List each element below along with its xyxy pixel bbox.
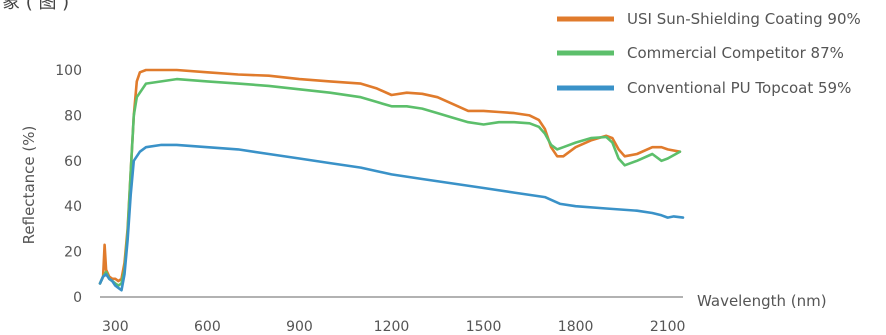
x-tick-label: 900 [286,319,313,335]
legend-label: USI Sun-Shielding Coating 90% [627,10,861,28]
x-tick-label: 1500 [466,319,502,335]
y-axis-label: Reflectance (%) [20,126,38,245]
y-tick-label: 100 [55,63,82,79]
corner-text: 象 ( 图 ) [2,0,69,13]
legend: USI Sun-Shielding Coating 90% Commercial … [557,10,861,97]
x-tick-label: 300 [102,319,129,335]
x-tick-label: 1200 [374,319,410,335]
legend-label: Commercial Competitor 87% [627,44,844,62]
y-tick-label: 0 [73,290,82,306]
x-tick-label: 1800 [558,319,594,335]
y-tick-label: 60 [64,154,82,170]
x-axis-label: Wavelength (nm) [697,292,827,310]
series-line [98,143,685,292]
series-line [98,68,682,285]
plot-area [98,68,685,292]
series-line [98,77,682,287]
x-ticks: 300 600 900 1200 1500 1800 2100 [102,319,686,335]
y-tick-label: 80 [64,108,82,124]
x-tick-label: 600 [194,319,221,335]
y-tick-label: 40 [64,199,82,215]
y-tick-label: 20 [64,245,82,261]
x-tick-label: 2100 [650,319,686,335]
legend-label: Conventional PU Topcoat 59% [627,79,851,97]
y-ticks: 0 20 40 60 80 100 [55,63,82,306]
